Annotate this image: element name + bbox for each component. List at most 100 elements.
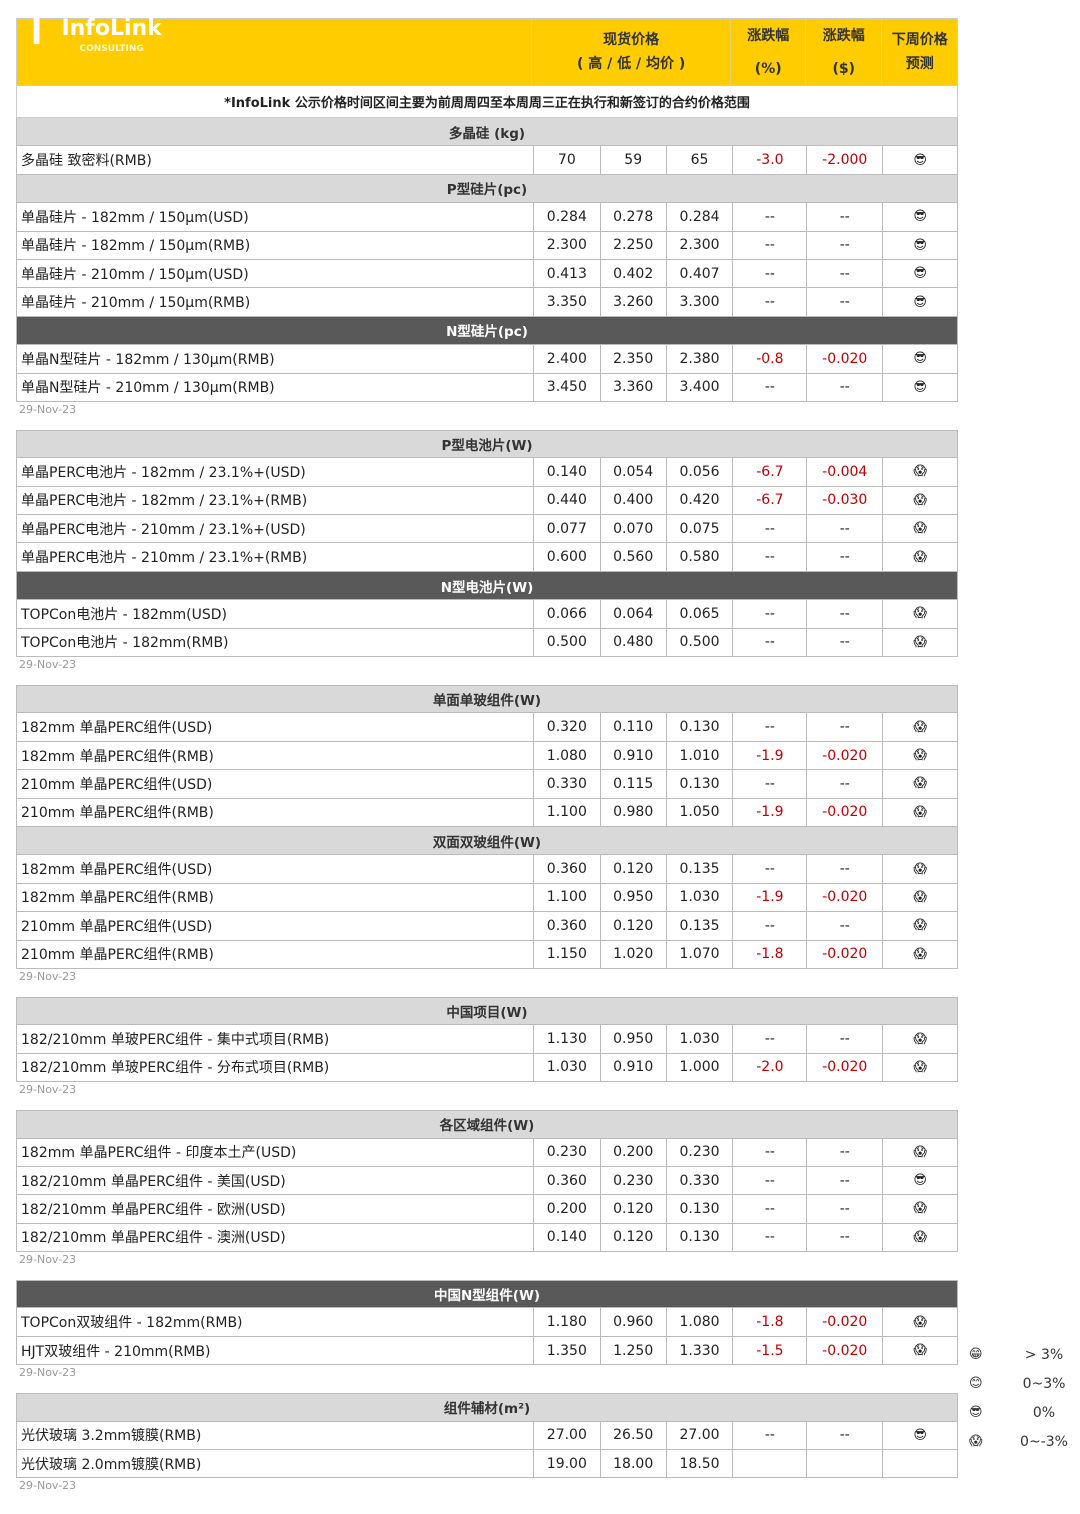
price-high: 1.130 [532, 1025, 600, 1053]
price-low: 59 [599, 146, 666, 174]
spot-price-label: 现货价格 [603, 32, 660, 48]
price-low: 0.064 [599, 600, 666, 628]
price-low: 0.480 [599, 628, 666, 657]
section-header: 各区域组件(W) [16, 1110, 958, 1139]
logo-text: InfoLink [61, 16, 162, 41]
change-pct: -- [732, 203, 806, 231]
price-low: 0.400 [599, 486, 666, 515]
change-pct: -- [732, 543, 806, 571]
change-usd: -- [806, 770, 882, 798]
price-avg: 18.50 [665, 1450, 733, 1478]
change-pct: -- [732, 259, 806, 288]
price-avg: 0.135 [665, 912, 733, 940]
price-high: 0.077 [532, 515, 600, 543]
price-high: 0.360 [532, 912, 600, 940]
price-avg: 0.284 [665, 203, 733, 231]
product-name: 182mm 单晶PERC组件(RMB) [21, 890, 214, 907]
change-pct: -- [732, 1421, 806, 1450]
price-avg: 0.130 [665, 770, 733, 798]
price-avg: 3.400 [665, 373, 733, 401]
product-name: TOPCon双玻组件 - 182mm(RMB) [21, 1315, 243, 1332]
price-low: 26.50 [599, 1421, 666, 1450]
price-high: 0.200 [532, 1195, 600, 1223]
change-pct [732, 1450, 806, 1478]
scream-icon: 😱 [882, 770, 957, 798]
change-usd: -0.020 [806, 883, 882, 912]
product-name: TOPCon电池片 - 182mm(RMB) [21, 635, 229, 652]
table-row: 210mm 单晶PERC组件(USD) 0.330 0.115 0.130 -- -- 😱 [16, 770, 958, 799]
scream-icon: 😱 [882, 486, 957, 515]
change-usd: -- [806, 912, 882, 940]
change-pct: -- [732, 373, 806, 401]
scream-icon: 😱 [882, 515, 957, 543]
change-pct-header: 涨跌幅 (%) [730, 19, 805, 85]
change-pct: -- [732, 770, 806, 798]
product-name: 单晶PERC电池片 - 210mm / 23.1%+(USD) [21, 521, 306, 538]
product-name: 182mm 单晶PERC组件 - 印度本土产(USD) [21, 1145, 297, 1162]
price-high: 0.360 [532, 1166, 600, 1195]
price-high: 19.00 [532, 1450, 600, 1478]
table-row: 182mm 单晶PERC组件(USD) 0.320 0.110 0.130 -- -- 😱 [16, 713, 958, 742]
scream-icon: 😱 [882, 912, 957, 940]
price-avg: 1.010 [665, 741, 733, 770]
table-row: 182mm 单晶PERC组件 - 印度本土产(USD) 0.230 0.200 0.2… [16, 1138, 958, 1167]
price-high: 0.140 [532, 1223, 600, 1252]
change-usd: -- [806, 288, 882, 316]
product-name: 210mm 单晶PERC组件(USD) [21, 776, 213, 793]
change-usd: -0.004 [806, 458, 882, 486]
product-name: 单晶PERC电池片 - 182mm / 23.1%+(USD) [21, 464, 306, 481]
legend-icon: 😎 [969, 1405, 983, 1420]
change-usd: -- [806, 1421, 882, 1450]
price-avg: 2.380 [665, 345, 733, 373]
change-usd-label: 涨跌幅 [822, 27, 865, 44]
price-avg: 1.030 [665, 1025, 733, 1053]
price-high: 27.00 [532, 1421, 600, 1450]
product-name: HJT双玻组件 - 210mm(RMB) [21, 1343, 211, 1360]
price-avg: 1.070 [665, 940, 733, 968]
price-low: 0.278 [599, 203, 666, 231]
change-usd: -- [806, 1138, 882, 1166]
price-low: 0.950 [599, 883, 666, 912]
product-name: 182/210mm 单玻PERC组件 - 集中式项目(RMB) [21, 1032, 330, 1049]
price-high: 70 [532, 146, 600, 174]
date-label: 29-Nov-23 [19, 969, 77, 983]
table-row: 210mm 单晶PERC组件(RMB) 1.150 1.020 1.070 -1.8 -0… [16, 940, 958, 969]
price-low: 0.120 [599, 1223, 666, 1252]
price-high: 1.180 [532, 1308, 600, 1336]
change-pct: -- [732, 288, 806, 316]
change-usd: -- [806, 203, 882, 231]
logo-mark-icon: I‾ [31, 9, 56, 53]
table-row: 182mm 单晶PERC组件(RMB) 1.080 0.910 1.010 -1.9 -0… [16, 741, 958, 771]
table-row: 单晶PERC电池片 - 210mm / 23.1%+(RMB) 0.600 0.56… [16, 543, 958, 572]
change-usd: -0.030 [806, 486, 882, 515]
scream-icon: 😱 [882, 741, 957, 770]
change-pct: -0.8 [732, 345, 806, 373]
price-avg: 0.056 [665, 458, 733, 486]
forecast-label-2: 预测 [905, 56, 934, 72]
product-name: 182mm 单晶PERC组件(USD) [21, 862, 213, 879]
product-name: 单晶硅片 - 210mm / 150μm(USD) [21, 266, 249, 283]
change-usd: -- [806, 373, 882, 401]
sunglasses-icon: 😎 [882, 146, 957, 174]
section-header: 双面双玻组件(W) [16, 826, 958, 856]
price-avg: 0.407 [665, 259, 733, 288]
legend-label: 0~3% [1022, 1375, 1066, 1392]
price-avg: 65 [665, 146, 733, 174]
sunglasses-icon: 😎 [882, 345, 957, 373]
scream-icon: 😱 [882, 798, 957, 826]
legend-icon: 😁 [969, 1347, 983, 1362]
price-block: P型电池片(W) 单晶PERC电池片 - 182mm / 23.1%+(USD) 0… [16, 429, 958, 685]
product-name: 光伏玻璃 2.0mm镀膜(RMB) [21, 1456, 202, 1473]
legend-icon: 😱 [969, 1434, 983, 1449]
price-low: 2.350 [599, 345, 666, 373]
table-row: 光伏玻璃 2.0mm镀膜(RMB) 19.00 18.00 18.50 [16, 1450, 958, 1479]
change-pct: -- [732, 231, 806, 259]
product-name: 单晶硅片 - 182mm / 150μm(USD) [21, 209, 249, 226]
price-avg: 0.135 [665, 855, 733, 883]
table-row: 单晶PERC电池片 - 182mm / 23.1%+(RMB) 0.440 0.40… [16, 486, 958, 516]
change-usd [806, 1450, 882, 1478]
change-pct: -1.8 [732, 940, 806, 968]
change-pct: -- [732, 1223, 806, 1252]
change-pct: -1.9 [732, 883, 806, 912]
scream-icon: 😱 [882, 1025, 957, 1053]
